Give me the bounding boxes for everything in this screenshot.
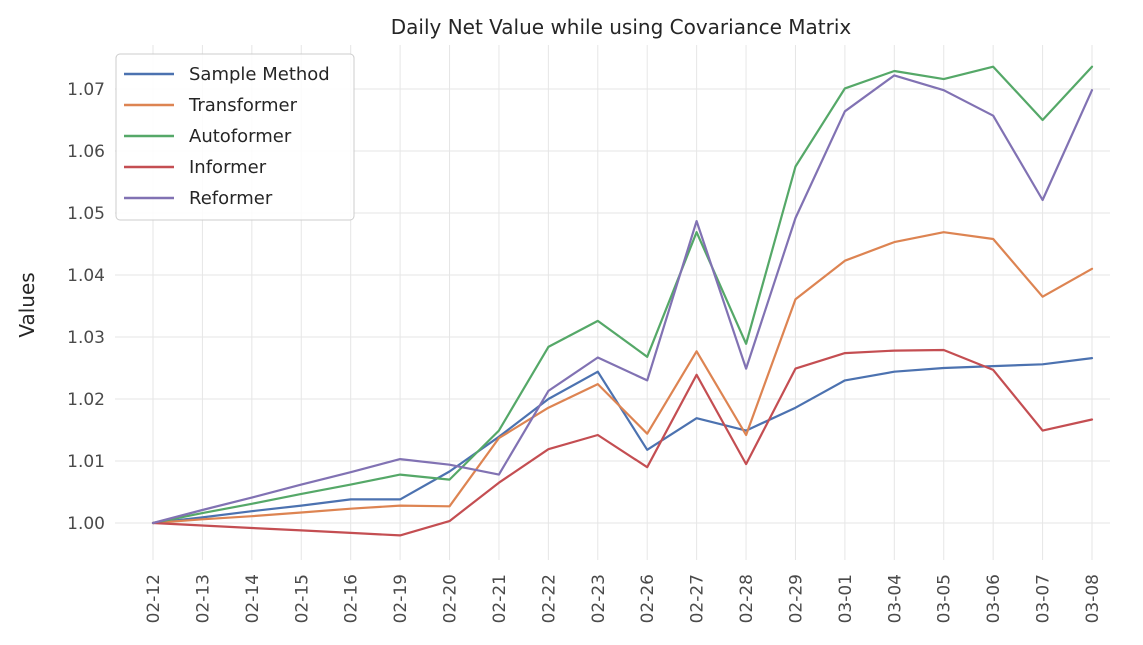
legend: Sample Method Transformer Autoformer Inform… [115,53,355,221]
y-axis-ticks: 1.00 1.01 1.02 1.03 1.04 1.05 1.06 1.07 [67,80,105,534]
x-tick-label: 02-27 [688,574,708,623]
x-tick-label: 03-08 [1083,574,1103,623]
legend-label: Autoformer [189,126,292,147]
x-tick-label: 03-07 [1034,574,1054,623]
legend-label: Sample Method [189,64,330,85]
x-axis-ticks: 02-12 02-13 02-14 02-15 02-16 02-19 02-20 02-21… [144,574,1103,623]
series-line-transformer [151,231,1094,525]
x-tick-label: 02-19 [391,574,411,623]
x-tick-label: 03-01 [836,574,856,623]
x-tick-label: 02-20 [441,574,461,623]
x-tick-label: 02-26 [638,574,658,623]
y-tick-label: 1.05 [67,204,105,224]
y-tick-label: 1.02 [67,390,105,410]
x-tick-label: 02-23 [589,574,609,623]
x-tick-label: 02-15 [292,574,312,623]
x-tick-label: 02-28 [737,574,757,623]
series-line-informer [151,348,1094,537]
x-tick-label: 02-12 [144,574,164,623]
series-line-sample-method [151,357,1094,525]
y-tick-label: 1.00 [67,514,105,534]
legend-box [115,53,355,221]
y-tick-label: 1.01 [67,452,105,472]
series-line-reformer [151,74,1094,525]
legend-label: Reformer [189,188,273,209]
y-tick-label: 1.04 [67,266,105,286]
x-tick-label: 03-05 [935,574,955,623]
y-tick-label: 1.07 [67,80,105,100]
series-line-autoformer [151,65,1094,525]
x-tick-label: 03-06 [984,574,1004,623]
x-tick-label: 03-04 [885,574,905,623]
legend-label: Transformer [188,95,298,116]
x-tick-label: 02-14 [243,574,263,623]
chart-title: Daily Net Value while using Covariance M… [391,15,852,39]
legend-label: Informer [189,157,267,178]
x-tick-label: 02-22 [539,574,559,623]
series-lines [151,65,1094,537]
x-tick-label: 02-13 [193,574,213,623]
y-tick-label: 1.03 [67,328,105,348]
x-tick-label: 02-16 [342,574,362,623]
x-tick-label: 02-21 [490,574,510,623]
x-tick-label: 02-29 [786,574,806,623]
y-tick-label: 1.06 [67,142,105,162]
y-axis-label: Values [15,272,39,337]
